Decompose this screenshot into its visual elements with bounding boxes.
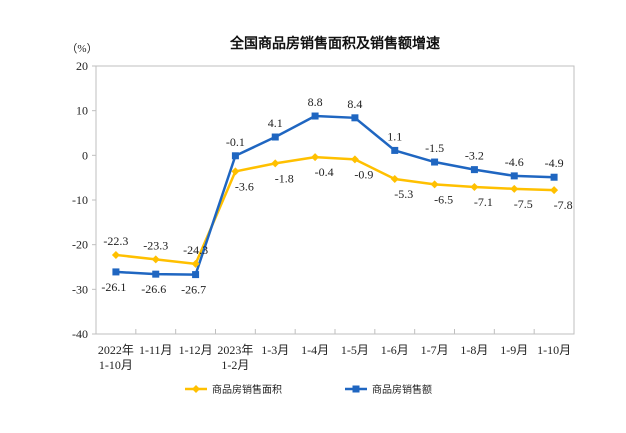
y-tick-label: -30 — [72, 282, 88, 296]
x-tick-label: 1-5月 — [341, 343, 369, 357]
data-label: -0.4 — [315, 165, 334, 179]
data-point-sales — [391, 146, 399, 154]
data-label: 8.4 — [347, 97, 362, 111]
x-tick-label: 2023年 — [217, 343, 253, 357]
data-point-sales — [431, 158, 439, 166]
y-tick-label: 0 — [82, 148, 88, 162]
x-tick-label: 1-12月 — [179, 343, 213, 357]
series-line-2 — [115, 114, 555, 276]
x-tick-label: 1-10月 — [537, 343, 571, 357]
data-label: -24.3 — [183, 243, 208, 257]
data-label: -3.6 — [235, 179, 254, 193]
legend-marker — [192, 385, 200, 393]
data-point-area — [550, 186, 559, 195]
data-label: 1.1 — [387, 129, 402, 143]
y-tick-label: 20 — [76, 59, 88, 73]
data-label: -0.1 — [226, 135, 245, 149]
chart-title: 全国商品房销售面积及销售额增速 — [229, 35, 440, 52]
data-label: -26.7 — [181, 283, 206, 297]
data-label: -22.3 — [103, 234, 128, 248]
data-point-area — [231, 167, 240, 176]
data-point-sales — [470, 166, 478, 174]
data-point-sales — [271, 133, 279, 141]
data-label: -4.6 — [505, 155, 524, 169]
data-point-sales — [152, 270, 160, 278]
data-label: -7.1 — [474, 195, 493, 209]
x-tick-label: 1-11月 — [139, 343, 173, 357]
x-tick-label: 1-3月 — [261, 343, 289, 357]
data-point-area — [390, 175, 399, 184]
data-label: -6.5 — [434, 192, 453, 206]
data-label: -26.1 — [101, 280, 126, 294]
x-tick-label: 1-4月 — [301, 343, 329, 357]
data-label: -3.2 — [465, 149, 484, 163]
data-point-area — [510, 184, 519, 193]
data-point-area — [470, 183, 479, 192]
x-tick-label: 1-6月 — [381, 343, 409, 357]
data-label: -1.8 — [275, 171, 294, 185]
data-point-area — [271, 159, 280, 168]
data-point-area — [191, 259, 200, 268]
data-point-sales — [510, 172, 518, 180]
data-label: -7.5 — [514, 197, 533, 211]
data-point-sales — [351, 114, 359, 122]
y-tick-label: -10 — [72, 193, 88, 207]
y-axis-unit: （%） — [66, 42, 97, 55]
data-label: -7.8 — [554, 198, 573, 212]
plot-area — [95, 65, 575, 335]
y-tick-label: 10 — [76, 104, 88, 118]
data-label: 8.8 — [308, 95, 323, 109]
data-label: 4.1 — [268, 116, 283, 130]
data-point-sales — [112, 268, 120, 276]
y-tick-label: -20 — [72, 238, 88, 252]
x-tick-label: 1-10月 — [99, 358, 133, 372]
legend-marker — [352, 385, 360, 393]
x-tick-label: 1-7月 — [421, 343, 449, 357]
legend-label: 商品房销售额 — [372, 383, 432, 396]
x-tick-label: 2022年 — [98, 343, 134, 357]
data-label: -5.3 — [394, 187, 413, 201]
data-point-sales — [311, 112, 319, 120]
data-label: -1.5 — [425, 141, 444, 155]
data-point-area — [311, 153, 320, 162]
data-point-area — [430, 180, 439, 189]
data-point-area — [151, 255, 160, 264]
x-tick-label: 1-9月 — [500, 343, 528, 357]
data-label: -0.9 — [354, 167, 373, 181]
legend-label: 商品房销售面积 — [212, 383, 282, 396]
data-label: -23.3 — [143, 238, 168, 252]
data-label: -4.9 — [545, 156, 564, 170]
x-tick-label: 1-2月 — [221, 358, 249, 372]
y-tick-label: -40 — [72, 327, 88, 341]
data-point-sales — [192, 271, 200, 279]
data-point-area — [111, 250, 120, 259]
data-point-area — [350, 155, 359, 164]
data-point-sales — [231, 152, 239, 160]
series-line-1 — [115, 155, 555, 266]
data-label: -26.6 — [141, 282, 166, 296]
x-tick-label: 1-8月 — [460, 343, 488, 357]
data-point-sales — [550, 173, 558, 181]
